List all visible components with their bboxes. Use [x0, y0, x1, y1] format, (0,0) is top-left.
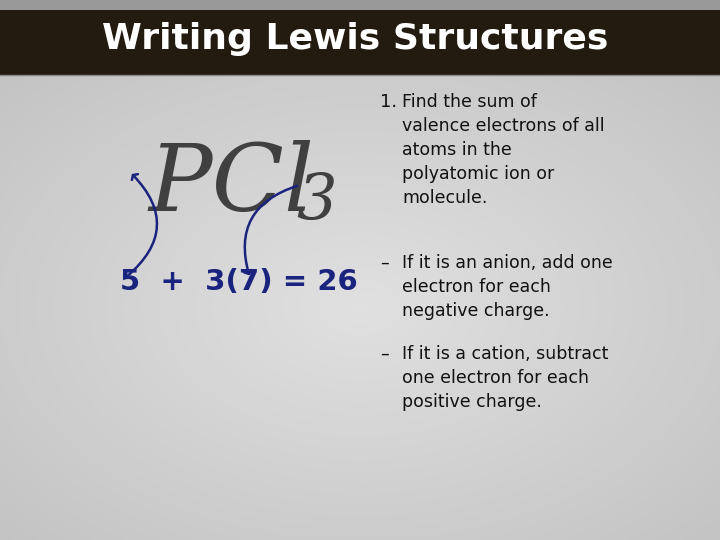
Text: Writing Lewis Structures: Writing Lewis Structures	[102, 23, 608, 57]
Text: If it is an anion, add one
electron for each
negative charge.: If it is an anion, add one electron for …	[402, 254, 613, 320]
Text: Find the sum of
valence electrons of all
atoms in the
polyatomic ion or
molecule: Find the sum of valence electrons of all…	[402, 93, 605, 206]
Text: 1.: 1.	[380, 93, 397, 111]
Text: PCl: PCl	[148, 140, 314, 230]
Text: –: –	[380, 254, 389, 272]
Bar	[0, 0, 720, 75]
Bar	[0, 0, 720, 10]
Text: 3: 3	[296, 172, 337, 234]
Text: –: –	[380, 345, 389, 363]
Text: If it is a cation, subtract
one electron for each
positive charge.: If it is a cation, subtract one electron…	[402, 345, 608, 411]
Text: 5  +  3(7) = 26: 5 + 3(7) = 26	[120, 268, 358, 296]
